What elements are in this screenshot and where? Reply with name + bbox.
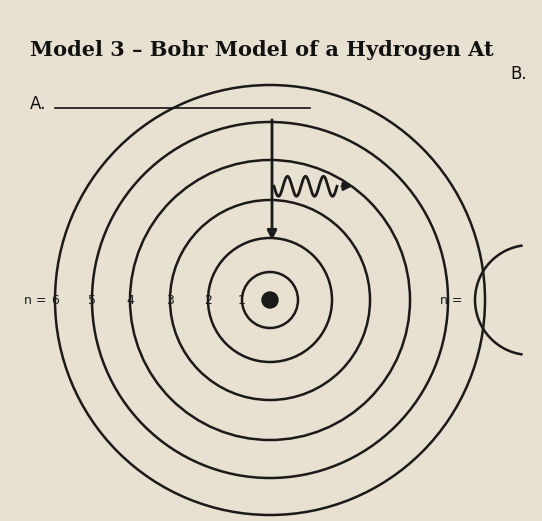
Circle shape xyxy=(262,292,278,308)
Text: 6: 6 xyxy=(51,293,59,306)
Text: 2: 2 xyxy=(204,293,212,306)
Text: 4: 4 xyxy=(126,293,134,306)
Text: 3: 3 xyxy=(166,293,174,306)
Text: Model 3 – Bohr Model of a Hydrogen At: Model 3 – Bohr Model of a Hydrogen At xyxy=(30,40,494,60)
Text: 1: 1 xyxy=(238,293,246,306)
Text: n =: n = xyxy=(441,293,463,306)
Text: B.: B. xyxy=(510,65,527,83)
Text: n =: n = xyxy=(24,293,47,306)
Text: A.: A. xyxy=(30,95,47,113)
Text: 5: 5 xyxy=(88,293,96,306)
